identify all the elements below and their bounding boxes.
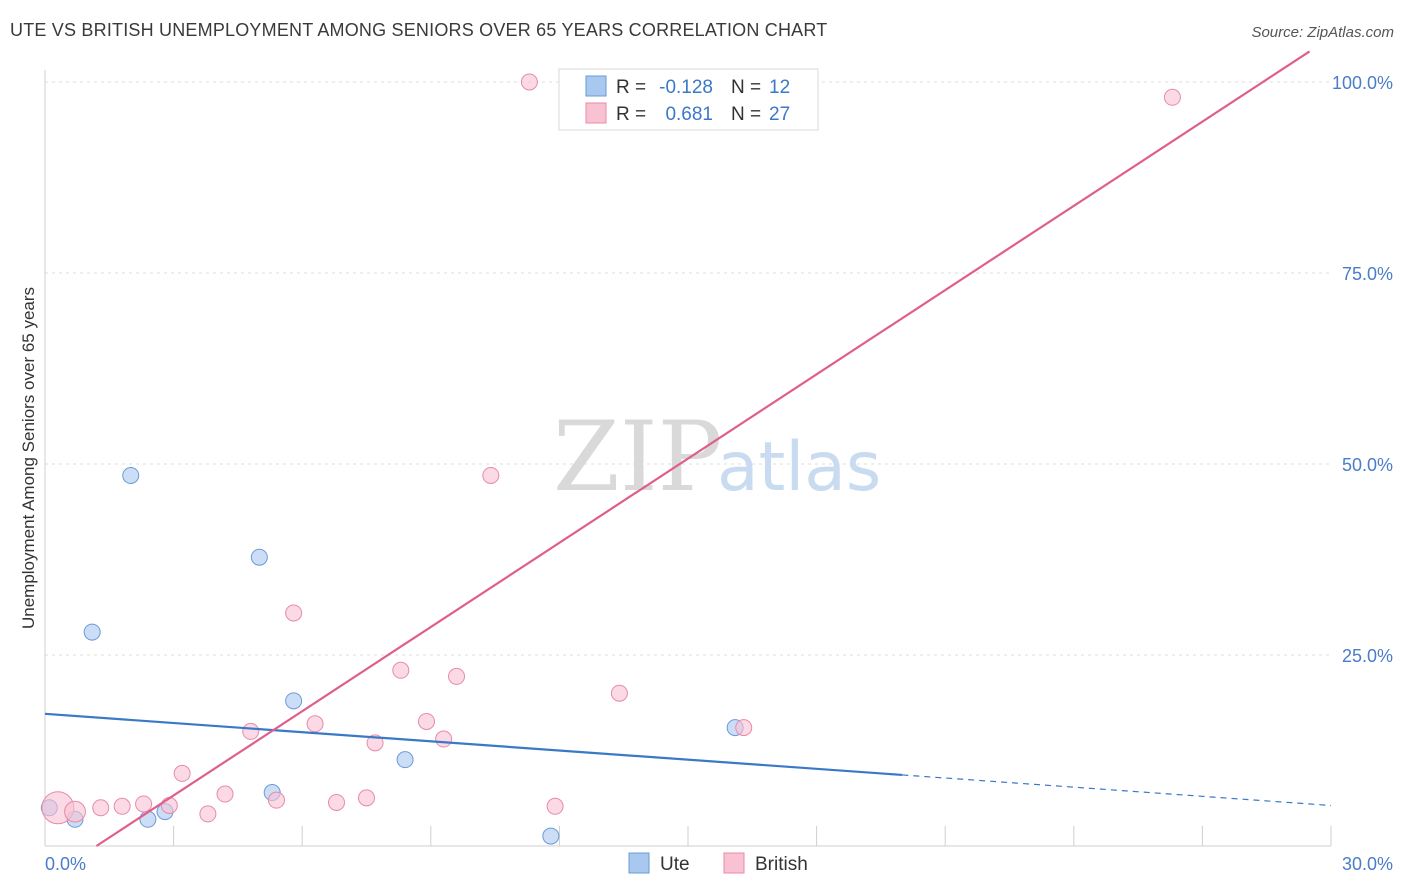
watermark-atlas: atlas <box>717 428 881 507</box>
british-point <box>482 466 500 484</box>
british-point <box>418 712 436 730</box>
british-point <box>64 800 86 823</box>
british-point <box>610 684 628 702</box>
trend-lines <box>44 50 1332 847</box>
axes <box>44 70 1332 847</box>
legend-swatch-british <box>585 102 607 124</box>
british-point <box>327 793 345 811</box>
british-trend-line <box>95 50 1311 847</box>
british-point <box>216 785 234 803</box>
british-point <box>1163 88 1181 106</box>
bottom-legend-swatch-ute <box>628 852 650 874</box>
chart-title: UTE VS BRITISH UNEMPLOYMENT AMONG SENIOR… <box>10 20 828 40</box>
british-point <box>285 604 303 622</box>
ute-point <box>396 751 414 769</box>
correlation-legend: R = -0.128 N = 12 R = 0.681 N = 27 <box>558 68 819 131</box>
x-tick-label-start: 0.0% <box>45 854 86 874</box>
series-legend: Ute British <box>628 852 808 875</box>
series-ute-points <box>40 466 744 845</box>
y-axis-label: Unemployment Among Seniors over 65 years <box>19 287 38 629</box>
bottom-legend-swatch-british <box>723 852 745 874</box>
british-point <box>160 797 178 815</box>
british-point <box>92 799 110 817</box>
tick-labels: 25.0% 50.0% 75.0% 100.0% 0.0% 30.0% <box>45 73 1393 874</box>
y-tick-label: 100.0% <box>1332 73 1393 93</box>
legend-r-ute: -0.128 <box>659 77 713 98</box>
bottom-legend-ute: Ute <box>660 854 690 875</box>
british-point <box>735 719 753 737</box>
legend-r-label: R = <box>616 77 646 98</box>
legend-n-ute: 12 <box>769 77 790 98</box>
series-british-points <box>41 73 1181 825</box>
ute-point <box>139 810 157 828</box>
watermark: ZIP atlas <box>553 401 881 513</box>
british-point <box>173 764 191 782</box>
y-tick-label: 50.0% <box>1342 455 1393 475</box>
ute-point <box>285 692 303 710</box>
legend-r-label-2: R = <box>616 104 646 125</box>
british-point <box>199 805 217 823</box>
source-label: Source: ZipAtlas.com <box>1251 24 1394 41</box>
british-point <box>267 791 285 809</box>
legend-swatch-ute <box>585 75 607 97</box>
british-point <box>448 667 466 685</box>
ute-point <box>83 623 101 641</box>
data-points <box>40 73 1181 845</box>
legend-r-british: 0.681 <box>665 104 713 125</box>
y-tick-label: 25.0% <box>1342 646 1393 666</box>
bottom-legend-british: British <box>755 854 808 875</box>
legend-n-british: 27 <box>769 104 790 125</box>
watermark-zip: ZIP <box>553 401 722 513</box>
british-point <box>546 797 564 815</box>
gridlines <box>45 81 1331 656</box>
british-point <box>242 722 260 740</box>
ute-point <box>122 466 140 484</box>
british-point <box>435 730 453 748</box>
british-point <box>520 73 538 91</box>
ute-point <box>542 827 560 845</box>
ute-trend-line <box>44 712 903 777</box>
british-point <box>366 734 384 752</box>
legend-n-label-2: N = <box>731 104 761 125</box>
british-point <box>135 795 153 813</box>
y-tick-label: 75.0% <box>1342 264 1393 284</box>
british-point <box>358 789 375 807</box>
ute-point <box>250 548 268 566</box>
x-tick-label-end: 30.0% <box>1342 854 1393 874</box>
british-point <box>306 715 324 733</box>
british-point <box>392 661 410 679</box>
ute-trend-extension <box>902 774 1332 807</box>
british-point <box>113 797 131 815</box>
legend-n-label: N = <box>731 77 761 98</box>
